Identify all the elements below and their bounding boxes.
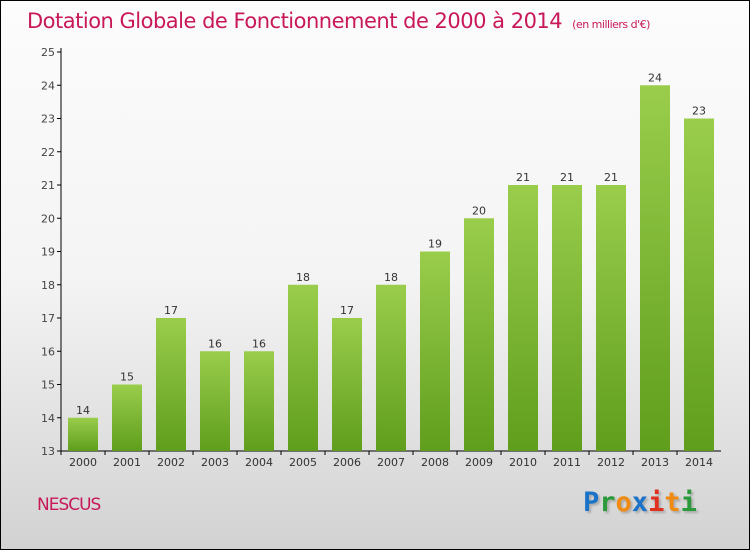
chart-title: Dotation Globale de Fonctionnement de 20… <box>27 9 650 33</box>
x-tick-label: 2001 <box>113 456 141 469</box>
logo-letter: x <box>631 487 649 518</box>
data-label: 14 <box>76 404 90 417</box>
data-label: 17 <box>340 304 354 317</box>
logo-letter: r <box>599 487 616 518</box>
data-label: 17 <box>164 304 178 317</box>
bar <box>464 218 494 451</box>
unit-label: (en milliers d'€) <box>572 18 650 31</box>
town-name: NESCUS <box>37 495 101 515</box>
data-label: 18 <box>296 271 310 284</box>
bar <box>288 284 318 451</box>
x-tick-label: 2014 <box>685 456 713 469</box>
data-label: 21 <box>516 171 530 184</box>
bar <box>552 185 582 451</box>
bar <box>244 351 274 451</box>
bar <box>508 185 538 451</box>
y-tick-label: 20 <box>41 212 55 225</box>
proxiti-logo: Proxiti <box>583 487 697 518</box>
bar <box>68 417 98 451</box>
x-tick-label: 2010 <box>509 456 537 469</box>
bar <box>640 85 670 451</box>
x-tick-label: 2002 <box>157 456 185 469</box>
bar <box>376 284 406 451</box>
logo-letter: P <box>583 487 600 518</box>
logo-letter: o <box>615 487 632 518</box>
y-tick-label: 22 <box>41 146 55 159</box>
data-label: 21 <box>604 171 618 184</box>
x-tick-label: 2008 <box>421 456 449 469</box>
x-tick-label: 2012 <box>597 456 625 469</box>
y-tick-label: 18 <box>41 279 55 292</box>
logo-letter: t <box>664 487 681 518</box>
bar <box>684 118 714 451</box>
bar <box>420 251 450 451</box>
title-text: Dotation Globale de Fonctionnement de 20… <box>27 9 563 33</box>
x-tick-label: 2004 <box>245 456 273 469</box>
y-tick-label: 13 <box>41 445 55 458</box>
data-label: 18 <box>384 271 398 284</box>
x-tick-label: 2003 <box>201 456 229 469</box>
bar <box>200 351 230 451</box>
data-label: 23 <box>692 105 706 118</box>
bar <box>332 318 362 451</box>
data-label: 24 <box>648 71 662 84</box>
y-tick-label: 24 <box>41 79 55 92</box>
y-tick-label: 19 <box>41 246 55 259</box>
data-label: 16 <box>252 337 266 350</box>
x-tick-label: 2005 <box>289 456 317 469</box>
logo-letter: i <box>680 487 697 518</box>
y-tick-label: 14 <box>41 412 55 425</box>
bar <box>112 384 142 451</box>
y-tick-label: 21 <box>41 179 55 192</box>
data-label: 19 <box>428 238 442 251</box>
data-label: 21 <box>560 171 574 184</box>
x-tick-label: 2006 <box>333 456 361 469</box>
y-tick-label: 23 <box>41 113 55 126</box>
data-label: 15 <box>120 371 134 384</box>
data-label: 16 <box>208 337 222 350</box>
x-tick-label: 2011 <box>553 456 581 469</box>
y-tick-label: 16 <box>41 345 55 358</box>
y-tick-label: 25 <box>41 46 55 59</box>
x-tick-label: 2013 <box>641 456 669 469</box>
y-tick-label: 15 <box>41 379 55 392</box>
x-tick-label: 2009 <box>465 456 493 469</box>
bar <box>156 318 186 451</box>
x-tick-label: 2007 <box>377 456 405 469</box>
bar <box>596 185 626 451</box>
logo-letter: i <box>648 487 665 518</box>
x-tick-label: 2000 <box>69 456 97 469</box>
y-tick-label: 17 <box>41 312 55 325</box>
data-label: 20 <box>472 204 486 217</box>
